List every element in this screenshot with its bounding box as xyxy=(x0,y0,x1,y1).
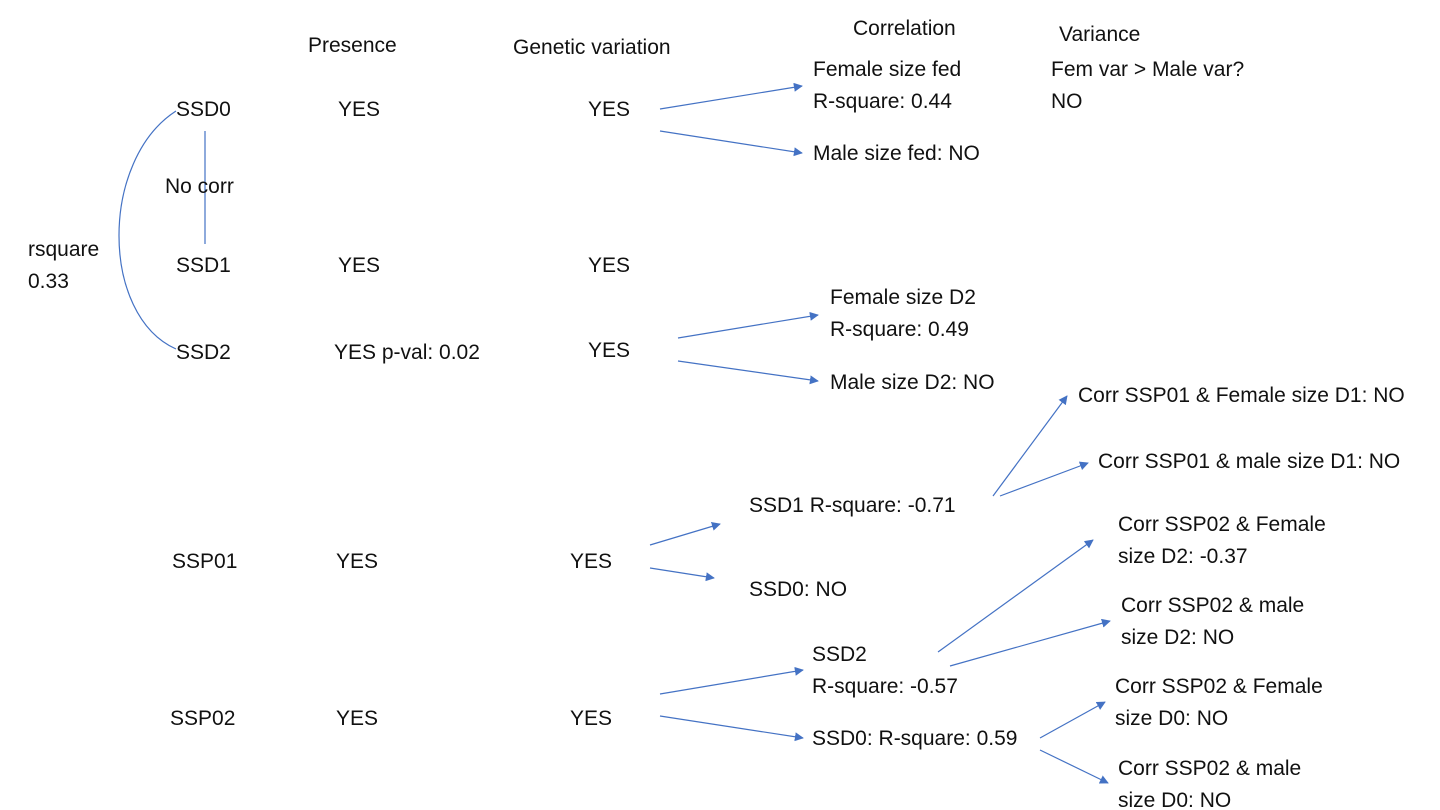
variance-note: Fem var > Male var? NO xyxy=(1051,54,1244,118)
arrow-ssd0-male xyxy=(659,130,803,157)
presence-ssp01: YES xyxy=(336,550,379,573)
corr-ssp02-ssd0: SSD0: R-square: 0.59 xyxy=(812,727,1018,750)
corr-ssd2-female: Female size D2 R-square: 0.49 xyxy=(830,282,976,346)
trait-label-ssd0: SSD0 xyxy=(176,98,231,121)
subcorr-ssp02-female-d2-line2: size D2: -0.37 xyxy=(1118,545,1248,568)
corr-ssd0-female: Female size fed R-square: 0.44 xyxy=(813,54,961,118)
subcorr-ssp02-male-d2-line2: size D2: NO xyxy=(1121,626,1235,649)
subcorr-ssp02-male-d2-line1: Corr SSP02 & male xyxy=(1121,594,1305,617)
corr-ssd0-female-line1: Female size fed xyxy=(813,58,962,81)
arrow-ssd0-female-d0 xyxy=(1039,701,1106,739)
subcorr-ssp02-female-d0-line2: size D0: NO xyxy=(1115,707,1229,730)
rsquare-note: rsquare 0.33 xyxy=(28,234,99,298)
subcorr-ssp02-female-d2: Corr SSP02 & Female size D2: -0.37 xyxy=(1118,509,1326,573)
arrow-ssd2-male-d2 xyxy=(949,618,1111,667)
variance-question: Fem var > Male var? xyxy=(1051,58,1245,81)
arrow-ssd1-male-d1 xyxy=(999,461,1089,497)
arrow-ssp02-ssd2 xyxy=(659,666,804,695)
corr-ssp01-ssd1: SSD1 R-square: -0.71 xyxy=(749,494,956,517)
trait-label-ssp02: SSP02 xyxy=(170,707,236,730)
corr-ssd2-male: Male size D2: NO xyxy=(830,371,995,394)
no-corr-note: No corr xyxy=(165,175,234,198)
genetic-variation-ssd1: YES xyxy=(588,254,631,277)
arrow-ssd2-male xyxy=(677,360,819,385)
corr-ssp01-ssd0: SSD0: NO xyxy=(749,578,848,601)
arrow-ssd2-female-d2 xyxy=(937,539,1094,653)
arrow-ssd2-female xyxy=(677,311,819,339)
subcorr-ssp02-male-d0-line1: Corr SSP02 & male xyxy=(1118,757,1302,780)
header-presence: Presence xyxy=(308,34,397,57)
genetic-variation-ssp02: YES xyxy=(570,707,613,730)
presence-ssp02: YES xyxy=(336,707,379,730)
corr-ssd2-female-line1: Female size D2 xyxy=(830,286,976,309)
arrow-ssp01-ssd0 xyxy=(649,567,715,582)
variance-answer: NO xyxy=(1051,90,1083,113)
subcorr-ssp01-male-d1: Corr SSP01 & male size D1: NO xyxy=(1098,450,1401,473)
subcorr-ssp01-female-d1: Corr SSP01 & Female size D1: NO xyxy=(1078,384,1405,407)
header-variance: Variance xyxy=(1059,23,1141,46)
arrow-ssd0-female xyxy=(659,82,803,110)
presence-ssd1: YES xyxy=(338,254,381,277)
rsquare-note-label: rsquare xyxy=(28,238,100,261)
trait-label-ssd2: SSD2 xyxy=(176,341,231,364)
genetic-variation-ssp01: YES xyxy=(570,550,613,573)
presence-ssd0: YES xyxy=(338,98,381,121)
presence-ssd2: YES p-val: 0.02 xyxy=(334,341,480,364)
subcorr-ssp02-female-d2-line1: Corr SSP02 & Female xyxy=(1118,513,1326,536)
arc-ssd0-ssd2-rsquare xyxy=(118,110,177,350)
subcorr-ssp02-male-d2: Corr SSP02 & male size D2: NO xyxy=(1121,590,1304,654)
trait-label-ssp01: SSP01 xyxy=(172,550,238,573)
corr-ssp02-ssd2: SSD2 R-square: -0.57 xyxy=(812,639,958,703)
header-genetic-variation: Genetic variation xyxy=(513,36,671,59)
subcorr-ssp02-female-d0-line1: Corr SSP02 & Female xyxy=(1115,675,1323,698)
subcorr-ssp02-male-d0-line2: size D0: NO xyxy=(1118,789,1232,810)
corr-ssp02-ssd2-line1: SSD2 xyxy=(812,643,867,666)
corr-ssd2-female-line2: R-square: 0.49 xyxy=(830,318,969,341)
genetic-variation-ssd2: YES xyxy=(588,339,631,362)
subcorr-ssp02-male-d0: Corr SSP02 & male size D0: NO xyxy=(1118,753,1301,810)
subcorr-ssp02-female-d0: Corr SSP02 & Female size D0: NO xyxy=(1115,671,1323,735)
arrow-ssp02-ssd0 xyxy=(659,715,804,742)
trait-label-ssd1: SSD1 xyxy=(176,254,231,277)
header-correlation: Correlation xyxy=(853,17,956,40)
arrow-ssp01-ssd1 xyxy=(649,522,721,546)
corr-ssd0-male: Male size fed: NO xyxy=(813,142,980,165)
genetic-variation-ssd0: YES xyxy=(588,98,631,121)
corr-ssd0-female-line2: R-square: 0.44 xyxy=(813,90,952,113)
corr-ssp02-ssd2-line2: R-square: -0.57 xyxy=(812,675,958,698)
arrow-ssd1-female-d1 xyxy=(992,395,1068,497)
arrow-ssd0-male-d0 xyxy=(1039,749,1109,784)
rsquare-note-value: 0.33 xyxy=(28,270,69,293)
